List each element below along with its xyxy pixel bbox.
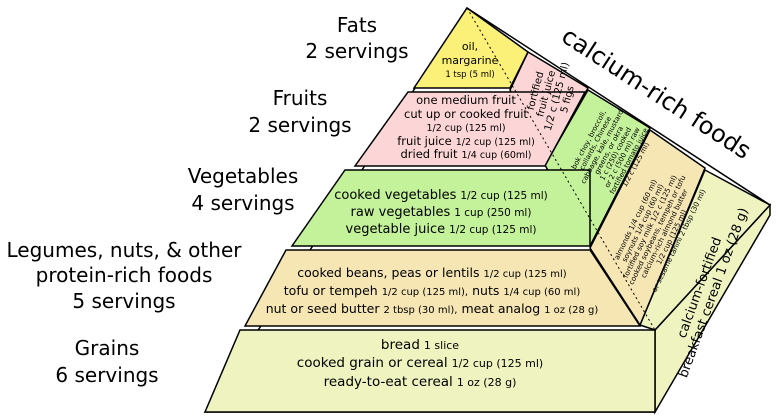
group-label: 2 servings <box>248 113 351 137</box>
amount: 1 cup (250 ml) <box>454 207 531 219</box>
serving-line: raw vegetables 1 cup (250 ml) <box>351 205 532 220</box>
amount: 1 tsp (5 ml) <box>445 70 494 80</box>
amount: 1/2 cup (125 ml) <box>426 123 505 134</box>
amount: 2 tbsp (30 ml), <box>383 305 457 316</box>
food: nut or seed butter <box>266 301 381 316</box>
serving-line: cooked beans, peas or lentils 1/2 cup (12… <box>297 265 567 280</box>
serving-line: 1 tsp (5 ml) <box>445 70 494 80</box>
pyramid-shapes <box>203 6 772 415</box>
serving-line: 1/2 cup (125 ml) <box>426 123 505 134</box>
amount: 1 slice <box>424 339 459 352</box>
amount: 1/2 cup (125 ml) <box>449 224 536 236</box>
food: ready-to-eat cereal <box>324 374 453 390</box>
food: meat analog <box>461 301 540 316</box>
serving-line: cooked grain or cereal 1/2 cup (125 ml) <box>297 355 543 371</box>
food: cooked vegetables <box>334 188 456 203</box>
food: one medium fruit <box>416 93 516 107</box>
group-label: Grains <box>75 336 140 360</box>
serving-line: cooked vegetables 1/2 cup (125 ml) <box>334 188 548 203</box>
food: cooked beans, peas or lentils <box>297 265 479 280</box>
group-label: 6 servings <box>55 363 158 387</box>
food: nuts <box>472 283 499 298</box>
food: margarine <box>442 54 499 67</box>
serving-line: oil, <box>462 40 478 53</box>
amount: 1 oz (28 g) <box>544 305 598 316</box>
group-label: Legumes, nuts, & other <box>7 238 243 262</box>
serving-line: nut or seed butter 2 tbsp (30 ml), meat an… <box>266 301 599 316</box>
group-label: Fruits <box>273 86 328 110</box>
amount: 1/2 cup (125 ml) <box>452 357 544 370</box>
amount: 1/4 cup (60ml) <box>462 150 532 161</box>
group-label: protein-rich foods <box>36 263 213 287</box>
tier-fruits <box>353 91 587 167</box>
food: fruit juice <box>397 134 452 148</box>
tier-legumes <box>243 249 642 327</box>
amount: 1/2 cup (125 ml), <box>382 287 468 298</box>
group-label: Vegetables <box>188 164 299 188</box>
food: oil, <box>462 40 478 53</box>
serving-line: tofu or tempeh 1/2 cup (125 ml), nuts 1/4 c… <box>284 283 581 298</box>
amount: 1/2 cup (125 ml) <box>483 269 566 280</box>
tier-vegetables <box>290 169 591 247</box>
amount: 1/2 cup (125 ml) <box>460 190 547 202</box>
serving-line: vegetable juice 1/2 cup (125 ml) <box>346 222 537 237</box>
food: cut up or cooked fruit <box>404 107 528 121</box>
serving-line: fruit juice 1/2 cup (125 ml) <box>397 134 535 148</box>
food: dried fruit <box>400 147 458 161</box>
amount: 1/4 cup (60 ml) <box>503 287 580 298</box>
food: cooked grain or cereal <box>297 355 448 371</box>
amount: 1 oz (28 g) <box>457 376 517 389</box>
food: vegetable juice <box>346 222 446 237</box>
food: bread <box>381 337 420 353</box>
amount: 1/2 cup (125 ml) <box>456 137 535 148</box>
group-label: 2 servings <box>305 39 408 63</box>
group-label: 4 servings <box>191 191 294 215</box>
serving-line: margarine <box>442 54 499 67</box>
tier-grains <box>203 329 656 413</box>
food: tofu or tempeh <box>284 283 378 298</box>
food: raw vegetables <box>351 205 451 220</box>
serving-line: ready-to-eat cereal 1 oz (28 g) <box>324 374 517 390</box>
serving-line: bread 1 slice <box>381 337 459 353</box>
serving-line: one medium fruit <box>416 93 516 107</box>
serving-line: dried fruit 1/4 cup (60ml) <box>400 147 531 161</box>
serving-line: cut up or cooked fruit <box>404 107 528 121</box>
edge-dotted <box>466 7 656 331</box>
group-label: 5 servings <box>72 289 175 313</box>
group-label: Fats <box>337 13 377 37</box>
tier-fats <box>412 6 529 89</box>
